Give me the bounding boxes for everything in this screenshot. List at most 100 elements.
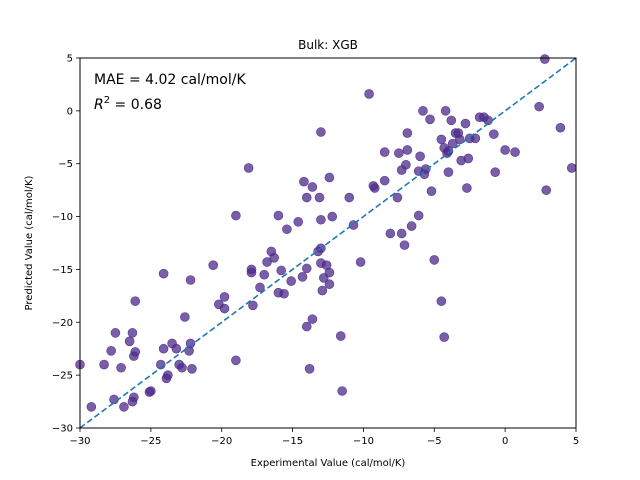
x-tick-label: −20: [211, 436, 232, 447]
y-tick-label: −25: [52, 371, 73, 382]
data-point: [413, 210, 424, 221]
identity-reference-line: [79, 57, 577, 429]
y-tick-label: 5: [67, 54, 73, 65]
data-point: [316, 214, 326, 225]
data-point: [255, 282, 265, 293]
data-point: [440, 106, 451, 116]
data-point: [293, 217, 304, 227]
data-point: [402, 145, 413, 155]
data-point: [171, 343, 182, 354]
data-point: [439, 332, 450, 342]
data-point: [119, 402, 129, 412]
data-point: [231, 210, 241, 221]
r2-annotation: R2 = 0.68: [94, 95, 162, 113]
data-point: [124, 336, 135, 347]
data-point: [324, 267, 335, 278]
data-point: [110, 328, 121, 338]
y-tick-label: −30: [52, 424, 73, 435]
data-point: [379, 147, 390, 157]
data-point: [406, 221, 417, 231]
data-point: [355, 257, 366, 267]
data-point: [566, 163, 577, 173]
x-tick-label: −30: [69, 436, 90, 447]
y-axis-ticks: −30 −25 −20 −15 −10 −5 0 5: [52, 54, 80, 435]
data-point: [301, 321, 312, 332]
data-point: [158, 343, 169, 354]
data-point: [402, 128, 413, 138]
data-point: [443, 146, 454, 156]
data-point: [299, 176, 309, 187]
data-point: [219, 292, 230, 302]
data-point: [324, 172, 335, 183]
y-tick-label: −10: [52, 212, 73, 223]
data-point: [369, 183, 380, 193]
data-point: [99, 359, 109, 370]
data-point: [379, 175, 390, 186]
data-point: [314, 192, 325, 203]
data-point: [116, 362, 126, 373]
data-point: [489, 129, 499, 139]
data-point: [337, 386, 347, 396]
data-point: [301, 263, 312, 274]
data-point: [429, 255, 440, 265]
x-axis-label: Experimental Value (cal/mol/K): [251, 458, 406, 469]
data-point: [248, 300, 258, 311]
data-point: [470, 133, 481, 144]
data-point: [490, 167, 501, 177]
plot-area: [75, 54, 577, 429]
data-point: [364, 89, 374, 99]
data-point: [454, 134, 465, 145]
data-point: [335, 331, 346, 341]
data-point: [219, 303, 230, 314]
data-point: [425, 114, 435, 125]
data-point: [276, 265, 287, 276]
y-tick-label: −20: [52, 318, 73, 329]
y-tick-label: −5: [58, 159, 73, 170]
data-point: [394, 148, 404, 158]
data-points: [75, 54, 577, 412]
data-point: [282, 224, 292, 235]
data-point: [541, 185, 552, 195]
data-point: [297, 272, 308, 282]
data-point: [106, 346, 116, 356]
x-tick-label: −15: [282, 436, 303, 447]
data-point: [158, 268, 169, 279]
r2-value: = 0.68: [110, 97, 162, 113]
data-point: [187, 363, 197, 374]
data-point: [301, 192, 312, 203]
r2-superscript: 2: [104, 95, 110, 106]
data-point: [436, 296, 447, 306]
data-point: [460, 118, 471, 129]
data-point: [463, 153, 474, 164]
data-point: [415, 151, 425, 162]
data-point: [316, 127, 326, 137]
data-point: [436, 134, 447, 145]
data-point: [185, 275, 196, 285]
x-tick-label: 5: [573, 436, 579, 447]
data-point: [163, 370, 173, 380]
x-tick-label: −10: [353, 436, 374, 447]
data-point: [344, 192, 355, 203]
x-tick-label: −5: [427, 436, 442, 447]
r2-symbol: R: [94, 97, 104, 113]
data-point: [307, 182, 318, 192]
y-tick-label: 0: [67, 106, 73, 117]
data-point: [130, 296, 141, 306]
data-point: [446, 115, 457, 126]
data-point: [462, 183, 472, 193]
x-axis-ticks: −30 −25 −20 −15 −10 −5 0 5: [69, 428, 579, 447]
data-point: [180, 312, 190, 322]
data-point: [185, 338, 196, 349]
data-point: [146, 386, 156, 396]
data-point: [243, 163, 254, 173]
x-tick-label: −25: [140, 436, 161, 447]
data-point: [534, 101, 544, 112]
data-point: [127, 328, 138, 338]
data-point: [555, 122, 566, 133]
data-point: [269, 252, 279, 263]
y-tick-label: −15: [52, 265, 73, 276]
data-point: [279, 288, 289, 299]
data-point: [426, 186, 437, 196]
data-point: [304, 363, 315, 374]
chart-title: Bulk: XGB: [298, 38, 358, 52]
